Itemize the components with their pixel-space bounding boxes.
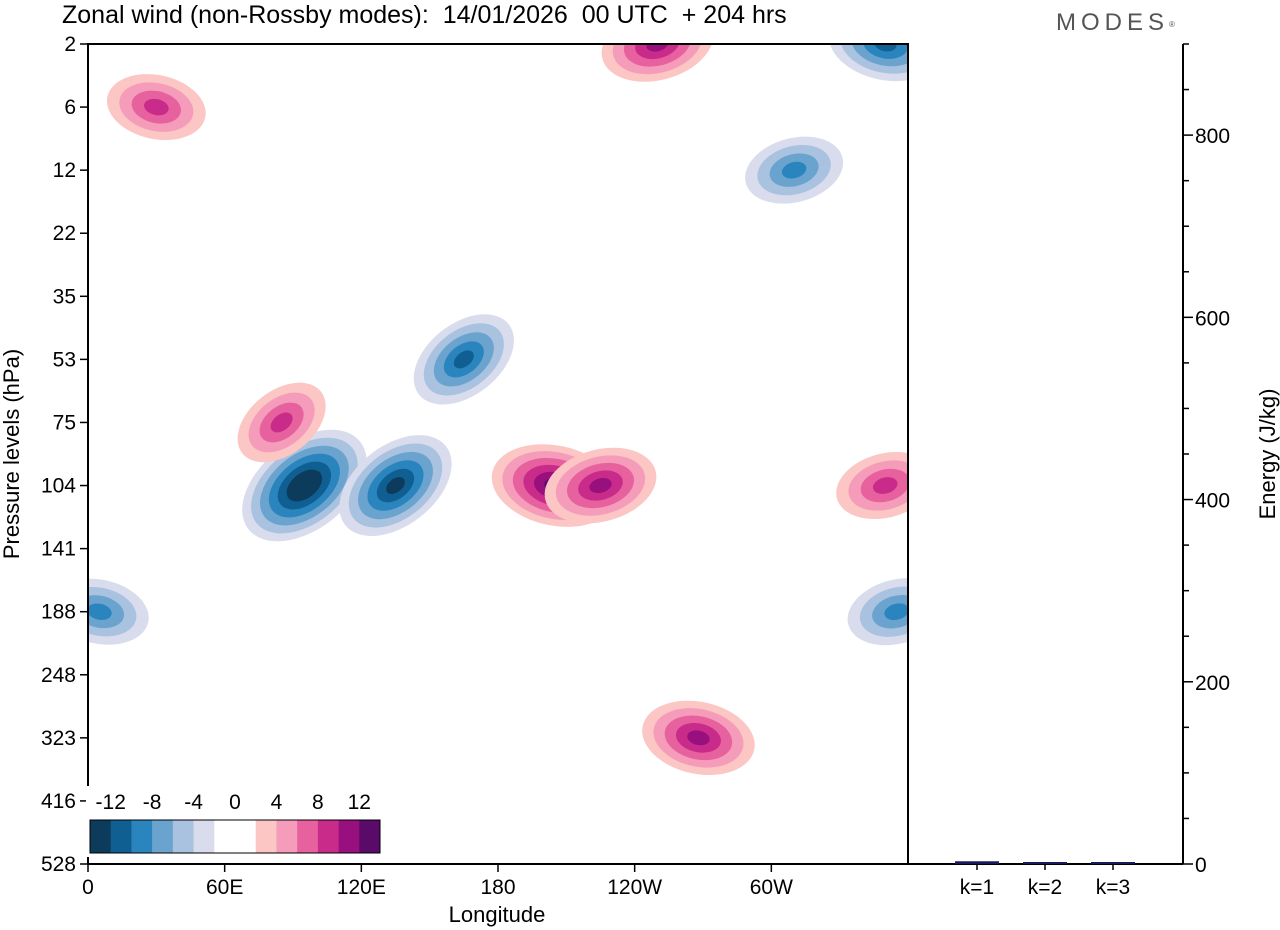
colorbar: -12 -8 -4 0 4 8 12 [86, 786, 384, 857]
contour-band [453, 350, 474, 369]
energy-tick-label: 400 [1195, 490, 1230, 513]
brand-text: MODES [1056, 9, 1170, 36]
contour-band [88, 603, 112, 620]
y-tick-label: 53 [53, 348, 76, 371]
y-tick-label: 75 [53, 411, 76, 434]
contour-band [872, 477, 898, 494]
colorbar-swatch [172, 820, 194, 853]
colorbar-label: -4 [184, 791, 203, 814]
energy-tick-label: 200 [1195, 672, 1230, 695]
colorbar-swatch [90, 820, 112, 853]
energy-bar [1023, 862, 1067, 864]
x-tick-label: 0 [82, 876, 94, 899]
colorbar-swatch [131, 820, 153, 853]
contour-band [635, 44, 680, 60]
colorbar-swatch [255, 820, 277, 853]
contour-band [589, 477, 612, 494]
colorbar-swatch [338, 820, 360, 853]
contour-band [143, 98, 169, 116]
colorbar-label: -8 [143, 791, 162, 814]
colorbar-label: 8 [312, 791, 324, 814]
colorbar-label: -12 [96, 791, 126, 814]
x-tick-label: 120E [337, 876, 386, 899]
x-tick-label: 60W [750, 876, 793, 899]
y-tick-label: 2 [64, 33, 76, 56]
y-tick-label: 12 [53, 159, 76, 182]
contour-band [295, 477, 314, 494]
energy-tick-label: 0 [1195, 854, 1207, 877]
contour-band [884, 603, 908, 621]
colorbar-swatch [152, 820, 174, 853]
x-tick-label: 180 [480, 876, 515, 899]
y-tick-label: 104 [41, 475, 76, 498]
contour-band [386, 477, 405, 494]
y-tick-label: 6 [64, 96, 76, 119]
y-tick-label: 35 [53, 285, 76, 308]
colorbar-swatch [359, 820, 381, 853]
y-tick-label: 188 [41, 601, 76, 624]
colorbar-frame [89, 819, 381, 854]
y-tick-label: 22 [53, 222, 76, 245]
contour-band [781, 161, 807, 179]
heatmap-plot [87, 43, 909, 865]
x-tick-label: 120W [607, 876, 662, 899]
colorbar-swatch [297, 820, 319, 853]
brand-mark: ® [1169, 20, 1175, 29]
colorbar-swatch [276, 820, 298, 853]
y-tick-label: 323 [41, 727, 76, 750]
colorbar-label: 0 [229, 791, 241, 814]
x-tick-label: 60E [206, 876, 243, 899]
contour-band [270, 412, 293, 433]
y-tick-label: 528 [41, 853, 76, 876]
colorbar-swatch [317, 820, 339, 853]
energy-axis-label: Energy (J/kg) [1255, 389, 1280, 520]
x-axis-label: Longitude [449, 902, 546, 927]
colorbar-label: 12 [348, 791, 371, 814]
y-tick-label: 141 [41, 538, 76, 561]
energy-plot: 0 200 400 600 800 k=1 k=2 k=3 [908, 43, 1230, 899]
energy-bar [955, 861, 999, 864]
energy-tick-label: 600 [1195, 307, 1230, 330]
colorbar-label: 4 [271, 791, 283, 814]
energy-bar [1091, 862, 1135, 864]
energy-category-label: k=3 [1096, 876, 1130, 899]
chart-title: Zonal wind (non-Rossby modes): 14/01/202… [62, 1, 787, 29]
y-tick-label: 248 [41, 664, 76, 687]
contour-band [873, 44, 897, 52]
y-axis-label: Pressure levels (hPa) [0, 349, 24, 559]
energy-category-label: k=1 [960, 876, 994, 899]
energy-tick-label: 800 [1195, 125, 1230, 148]
brand-logo: MODES® [1056, 9, 1175, 37]
colorbar-swatch [214, 820, 236, 853]
colorbar-swatch [193, 820, 215, 853]
y-tick-label: 416 [41, 790, 76, 813]
colorbar-swatch [110, 820, 132, 853]
colorbar-swatch [235, 820, 257, 853]
energy-category-label: k=2 [1028, 876, 1062, 899]
contour-band [687, 730, 710, 746]
heatmap-field [88, 44, 908, 864]
